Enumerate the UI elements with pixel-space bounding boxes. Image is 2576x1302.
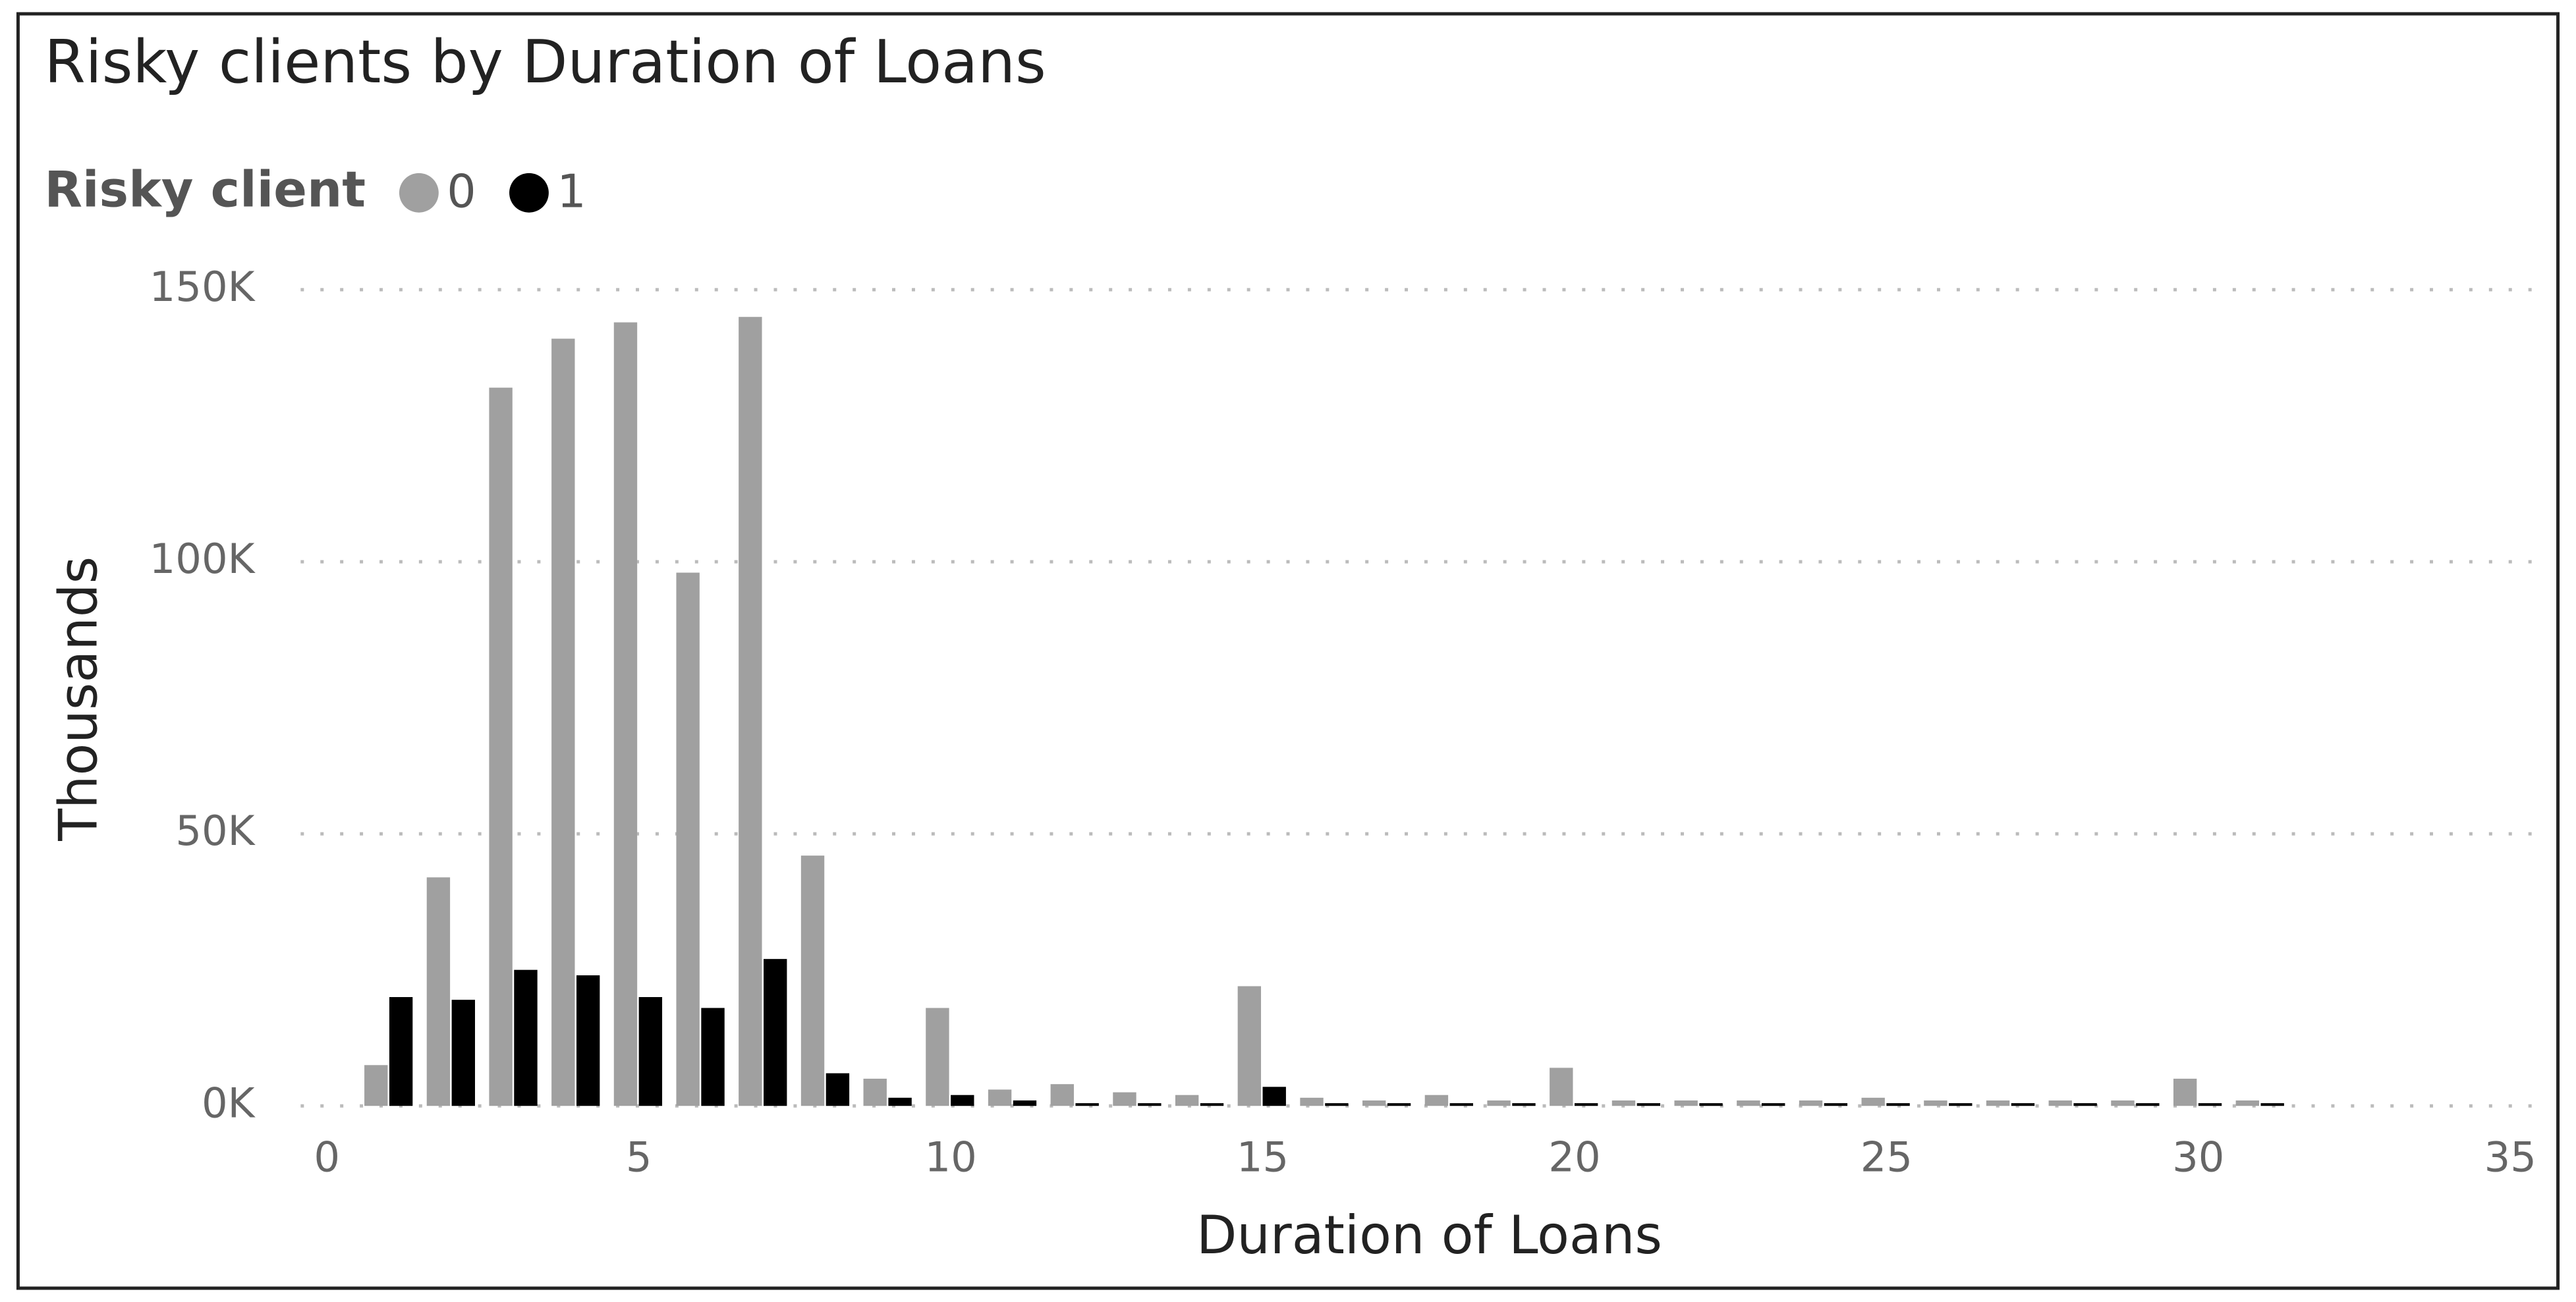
- bar: [800, 855, 825, 1106]
- bar: [1013, 1100, 1037, 1106]
- x-tick-label: 25: [1861, 1133, 1913, 1181]
- bar: [2260, 1103, 2284, 1106]
- bar: [2048, 1100, 2072, 1106]
- bar: [988, 1089, 1012, 1106]
- legend-title: Risky client: [44, 161, 366, 218]
- y-tick-label: 50K: [175, 807, 256, 855]
- legend-label: 0: [447, 165, 476, 218]
- y-axis-title: Thousands: [48, 556, 109, 842]
- bar: [2011, 1103, 2035, 1106]
- x-tick-label: 30: [2172, 1133, 2224, 1181]
- bar: [1300, 1097, 1324, 1106]
- bar: [1699, 1103, 1723, 1106]
- bar: [1674, 1100, 1698, 1106]
- x-tick-label: 5: [626, 1133, 652, 1181]
- bar: [739, 317, 762, 1106]
- x-tick-label: 15: [1237, 1133, 1289, 1181]
- bar: [1262, 1087, 1286, 1106]
- bar: [551, 339, 575, 1106]
- bar: [1611, 1100, 1636, 1106]
- bar: [1387, 1103, 1411, 1106]
- legend-label: 1: [557, 165, 586, 218]
- bar: [2198, 1103, 2222, 1106]
- bar: [489, 387, 513, 1106]
- chart-title: Risky clients by Duration of Loans: [44, 28, 1046, 97]
- y-tick-label: 100K: [150, 535, 256, 583]
- bar: [951, 1095, 974, 1106]
- bar: [1574, 1103, 1598, 1106]
- bar: [1550, 1068, 1573, 1106]
- x-tick-label: 0: [314, 1133, 340, 1181]
- legend-marker: [509, 173, 549, 213]
- bar: [389, 996, 413, 1106]
- bar: [926, 1008, 949, 1106]
- bar: [364, 1065, 388, 1106]
- bar: [1075, 1103, 1099, 1106]
- bar: [676, 572, 700, 1106]
- x-tick-label: 20: [1548, 1133, 1600, 1181]
- bar: [1138, 1103, 1162, 1106]
- bar: [514, 969, 538, 1106]
- bar: [1050, 1084, 1074, 1106]
- bar: [1861, 1097, 1885, 1106]
- bar: [1325, 1103, 1349, 1106]
- bar: [1449, 1103, 1473, 1106]
- bar: [1487, 1100, 1511, 1106]
- bar: [451, 1000, 475, 1106]
- y-tick-label: 0K: [202, 1079, 256, 1127]
- bar: [2235, 1100, 2260, 1106]
- bar: [2173, 1078, 2197, 1106]
- bar: [1824, 1103, 1848, 1106]
- legend-marker: [399, 173, 439, 213]
- bar: [1924, 1100, 1947, 1106]
- bar: [1237, 986, 1262, 1106]
- bar: [888, 1097, 912, 1106]
- x-tick-label: 10: [924, 1133, 976, 1181]
- x-tick-label: 35: [2484, 1133, 2536, 1181]
- bar: [826, 1073, 850, 1106]
- bar: [2136, 1103, 2160, 1106]
- bar: [701, 1008, 725, 1106]
- bar: [1799, 1100, 1823, 1106]
- bar: [576, 975, 600, 1106]
- bar: [1424, 1095, 1449, 1106]
- bar: [1637, 1103, 1661, 1106]
- bar: [1200, 1103, 1224, 1106]
- bar: [1362, 1100, 1386, 1106]
- y-tick-label: 150K: [150, 263, 256, 311]
- bar: [2111, 1100, 2135, 1106]
- bar: [1737, 1100, 1760, 1106]
- bar: [638, 996, 663, 1106]
- bar: [1113, 1092, 1136, 1106]
- bar: [2073, 1103, 2097, 1106]
- bar: [1886, 1103, 1910, 1106]
- bar: [1986, 1100, 2010, 1106]
- bar: [764, 959, 787, 1106]
- bar: [863, 1078, 887, 1106]
- x-axis-title: Duration of Loans: [1196, 1205, 1662, 1266]
- bar: [1949, 1103, 1973, 1106]
- bar: [1762, 1103, 1785, 1106]
- bar: [1512, 1103, 1536, 1106]
- bar: [613, 322, 638, 1106]
- bar: [1175, 1095, 1199, 1106]
- bar: [426, 877, 451, 1106]
